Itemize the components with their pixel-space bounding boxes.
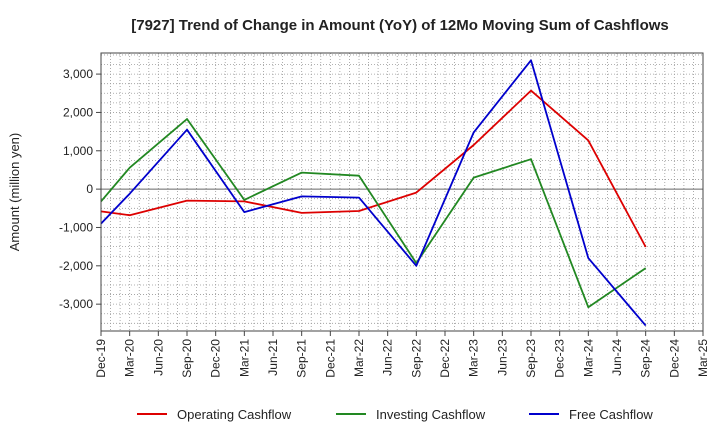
series-line-operating-cashflow <box>100 89 647 248</box>
x-tick-label: Jun-21 <box>266 339 280 376</box>
plot-area <box>100 52 704 332</box>
y-tick-label: -3,000 <box>59 297 93 311</box>
y-axis-ticks: 3,000 2,000 1,000 0 -1,000 -2,000 -3,000 <box>59 67 101 311</box>
x-tick-label: Jun-22 <box>381 339 395 376</box>
x-tick-label: Jun-23 <box>495 339 509 376</box>
x-tick-label: Sep-24 <box>639 339 653 378</box>
y-tick-label: -2,000 <box>59 259 93 273</box>
x-tick-label: Mar-22 <box>352 339 366 377</box>
x-tick-label: Dec-23 <box>553 339 567 378</box>
x-tick-label: Dec-21 <box>323 339 337 378</box>
grid <box>100 53 704 331</box>
legend: Operating Cashflow Investing Cashflow Free… <box>137 407 653 422</box>
x-tick-label: Mar-25 <box>696 339 710 377</box>
y-tick-label: 0 <box>86 182 93 196</box>
x-tick-label: Sep-23 <box>524 339 538 378</box>
x-tick-label: Sep-20 <box>180 339 194 378</box>
x-tick-label: Jun-24 <box>610 339 624 376</box>
series-line-investing-cashflow <box>100 118 647 309</box>
x-tick-label: Sep-21 <box>295 339 309 378</box>
x-axis-ticks: Dec-19 Mar-20 Jun-20 Sep-20 Dec-20 Mar-21 Jun-… <box>94 331 710 378</box>
legend-label-operating-cashflow: Operating Cashflow <box>177 407 292 422</box>
y-tick-label: 2,000 <box>63 105 93 119</box>
y-axis-label: Amount (million yen) <box>7 133 22 252</box>
legend-label-free-cashflow: Free Cashflow <box>569 407 653 422</box>
x-tick-label: Mar-20 <box>123 339 137 377</box>
x-tick-label: Mar-23 <box>467 339 481 377</box>
x-tick-label: Dec-24 <box>667 339 681 378</box>
series-lines <box>100 59 647 327</box>
x-tick-label: Dec-20 <box>209 339 223 378</box>
x-tick-label: Mar-21 <box>237 339 251 377</box>
y-tick-label: -1,000 <box>59 220 93 234</box>
y-tick-label: 1,000 <box>63 144 93 158</box>
x-tick-label: Dec-22 <box>438 339 452 378</box>
y-tick-label: 3,000 <box>63 67 93 81</box>
x-tick-label: Sep-22 <box>409 339 423 378</box>
x-tick-label: Jun-20 <box>151 339 165 376</box>
chart-title: [7927] Trend of Change in Amount (YoY) o… <box>131 17 669 34</box>
series-line-free-cashflow <box>100 59 647 327</box>
legend-label-investing-cashflow: Investing Cashflow <box>376 407 486 422</box>
x-tick-label: Dec-19 <box>94 339 108 378</box>
x-tick-label: Mar-24 <box>581 339 595 377</box>
